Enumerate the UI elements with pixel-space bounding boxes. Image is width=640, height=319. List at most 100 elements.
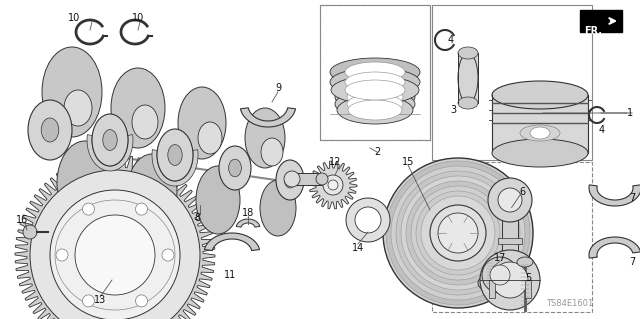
Ellipse shape [198,122,222,154]
Polygon shape [87,135,133,171]
Bar [458,53,478,103]
Text: FR.: FR. [584,26,602,36]
Bar [320,5,430,140]
Ellipse shape [458,53,478,103]
Ellipse shape [168,145,182,165]
Ellipse shape [330,68,420,96]
Circle shape [438,213,478,253]
Bar [498,238,522,244]
Text: 7: 7 [629,193,635,203]
Text: 17: 17 [494,253,506,263]
Polygon shape [589,237,640,258]
Ellipse shape [345,72,405,92]
Ellipse shape [245,108,285,168]
Circle shape [488,178,532,222]
Ellipse shape [127,154,177,230]
Circle shape [136,295,147,307]
Text: 10: 10 [132,13,144,23]
Polygon shape [589,185,640,206]
Circle shape [482,257,518,293]
Circle shape [30,170,200,319]
Circle shape [83,203,95,215]
Ellipse shape [517,257,533,267]
Ellipse shape [331,76,419,104]
Text: 12: 12 [329,157,341,167]
Ellipse shape [228,159,241,177]
Circle shape [383,158,533,308]
Circle shape [430,205,486,261]
Ellipse shape [92,114,128,166]
Ellipse shape [42,47,102,137]
Ellipse shape [178,87,226,159]
Ellipse shape [530,127,550,139]
Ellipse shape [41,118,59,142]
Bar [432,5,592,160]
Text: 16: 16 [16,215,28,225]
Circle shape [328,180,338,190]
Ellipse shape [345,80,405,100]
Bar [489,280,495,298]
Text: 8: 8 [194,213,200,223]
Polygon shape [204,233,260,250]
Text: 15: 15 [402,157,414,167]
Ellipse shape [157,129,193,181]
Circle shape [492,262,528,298]
Circle shape [23,225,37,239]
Text: 4: 4 [599,125,605,135]
Ellipse shape [64,90,92,126]
Circle shape [50,190,180,319]
Circle shape [416,191,500,275]
Bar [320,5,430,140]
Bar [487,260,493,285]
Text: 10: 10 [68,13,80,23]
Ellipse shape [330,58,420,86]
Ellipse shape [261,138,283,166]
Text: 2: 2 [374,147,380,157]
Text: 18: 18 [242,208,254,218]
Ellipse shape [111,68,165,148]
Ellipse shape [347,87,403,107]
Ellipse shape [276,160,304,200]
Text: 4: 4 [448,35,454,45]
Ellipse shape [348,100,402,120]
Bar [525,280,531,298]
Text: 14: 14 [352,243,364,253]
Circle shape [401,176,515,290]
Ellipse shape [284,172,296,188]
Circle shape [346,198,390,242]
Text: 5: 5 [525,273,531,283]
Polygon shape [241,108,296,127]
Text: TS84E1601: TS84E1601 [547,299,594,308]
Ellipse shape [458,47,478,59]
Ellipse shape [492,139,588,167]
Circle shape [480,250,540,310]
Circle shape [490,265,510,285]
Text: 1: 1 [627,108,633,118]
Polygon shape [152,150,198,186]
Ellipse shape [284,171,300,187]
Ellipse shape [492,81,588,109]
Circle shape [411,186,505,280]
Ellipse shape [57,141,113,225]
Circle shape [323,175,343,195]
Circle shape [391,166,525,300]
Bar [498,269,522,275]
Circle shape [75,215,155,295]
Circle shape [83,295,95,307]
Bar [292,173,322,185]
Circle shape [421,196,495,270]
Polygon shape [309,161,357,209]
Ellipse shape [196,166,240,234]
Bar [492,95,588,153]
Bar [502,210,518,272]
Ellipse shape [345,62,405,82]
Ellipse shape [458,97,478,109]
Circle shape [136,203,147,215]
Circle shape [355,207,381,233]
Ellipse shape [28,100,72,160]
Polygon shape [236,219,260,227]
Circle shape [56,249,68,261]
Ellipse shape [335,90,415,118]
Ellipse shape [132,105,158,139]
Ellipse shape [347,94,403,114]
